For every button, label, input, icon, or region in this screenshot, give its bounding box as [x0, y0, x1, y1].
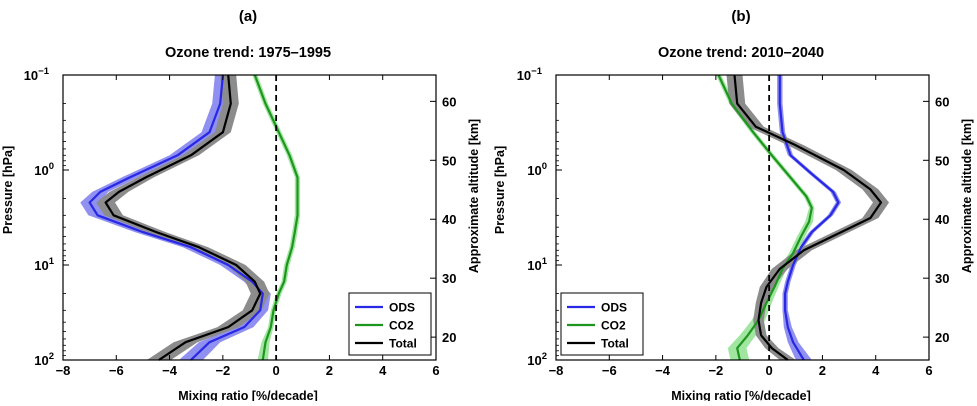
panel-label-b: (b) [731, 8, 750, 25]
band-co2 [715, 75, 815, 360]
x-axis-label-a: Mixing ratio [%/decade] [178, 389, 318, 401]
y-tick-label: 102 [527, 351, 547, 368]
x-tick-label: 4 [872, 363, 880, 378]
x-tick-label: −4 [655, 363, 671, 378]
line-ods [778, 75, 840, 361]
y2-tick-label: 30 [442, 271, 456, 286]
y2-tick-label: 50 [442, 153, 456, 168]
line-co2 [253, 74, 299, 361]
legend-label-co2: CO2 [601, 319, 626, 333]
y2-tick-label: 50 [935, 153, 949, 168]
plot-area-b: −8 −6 −4 −2 0 2 4 6 10−1 100 101 102 20 30 40 50 60 ODS CO… [517, 66, 950, 378]
y2-tick-label: 40 [442, 212, 456, 227]
x-axis-label-b: Mixing ratio [%/decade] [671, 389, 811, 401]
legend-label-total: Total [389, 337, 417, 351]
y2-axis-label-a: Approximate altitude [km] [467, 119, 481, 273]
line-total [733, 74, 883, 361]
x-tick-label: 0 [273, 363, 280, 378]
plot-frame [62, 74, 437, 361]
y2-tick-label: 30 [935, 271, 949, 286]
legend-label-ods: ODS [601, 301, 627, 315]
x-tick-label: 4 [379, 363, 387, 378]
x-tick-label: −2 [215, 363, 230, 378]
line-ods [88, 74, 264, 361]
x-tick-label: −6 [109, 363, 124, 378]
x-tick-label: 2 [326, 363, 333, 378]
y-tick-label: 102 [34, 351, 54, 368]
y-tick-label: 10−1 [24, 66, 50, 83]
y2-tick-label: 40 [935, 212, 949, 227]
y2-tick-label: 60 [935, 94, 949, 109]
y-tick-label: 101 [34, 256, 54, 273]
plot-frame [555, 74, 930, 361]
x-tick-label: −8 [549, 363, 564, 378]
y-axis-label-a: Pressure [hPa] [1, 146, 15, 234]
legend-label-ods: ODS [389, 301, 415, 315]
line-total [104, 74, 262, 361]
y-tick-label: 10−1 [517, 66, 543, 83]
line-co2 [717, 74, 813, 361]
x-tick-label: −4 [162, 363, 178, 378]
y-tick-label: 101 [527, 256, 547, 273]
y-axis-label-b: Pressure [hPa] [493, 146, 507, 234]
series-lines-a [88, 74, 299, 361]
x-tick-label: 6 [925, 363, 932, 378]
legend-b: ODS CO2 Total [560, 292, 644, 356]
x-tick-label: −2 [708, 363, 723, 378]
uncertainty-bands-a [80, 75, 301, 360]
x-tick-label: 0 [766, 363, 773, 378]
y-tick-label: 100 [527, 161, 547, 178]
x-tick-label: 2 [819, 363, 826, 378]
chart-title-b: Ozone trend: 2010–2040 [658, 45, 824, 61]
y2-tick-label: 20 [442, 330, 456, 345]
plot-area-a: −8 −6 −4 −2 0 2 4 6 10−1 100 101 102 20 30 40 50 60 ODS CO… [24, 66, 457, 378]
x-tick-label: −6 [602, 363, 617, 378]
y-tick-label: 100 [34, 161, 54, 178]
panel-a: (a) Ozone trend: 1975–1995 −8 −6 −4 −2 0 2 4 6 1… [1, 8, 481, 403]
y2-tick-label: 60 [442, 94, 456, 109]
x-tick-label: −8 [56, 363, 71, 378]
legend-label-co2: CO2 [389, 319, 414, 333]
series-lines-b [717, 74, 883, 361]
panel-b: (b) Ozone trend: 2010–2040 −8 −6 −4 −2 0 2 4 6 1… [493, 8, 974, 403]
y2-axis-label-b: Approximate altitude [km] [960, 119, 974, 273]
y2-tick-label: 20 [935, 330, 949, 345]
chart-title-a: Ozone trend: 1975–1995 [165, 45, 331, 61]
legend-label-total: Total [601, 337, 629, 351]
panel-label-a: (a) [239, 8, 257, 25]
band-total [726, 75, 889, 360]
x-tick-label: 6 [432, 363, 439, 378]
legend-a: ODS CO2 Total [348, 292, 432, 356]
